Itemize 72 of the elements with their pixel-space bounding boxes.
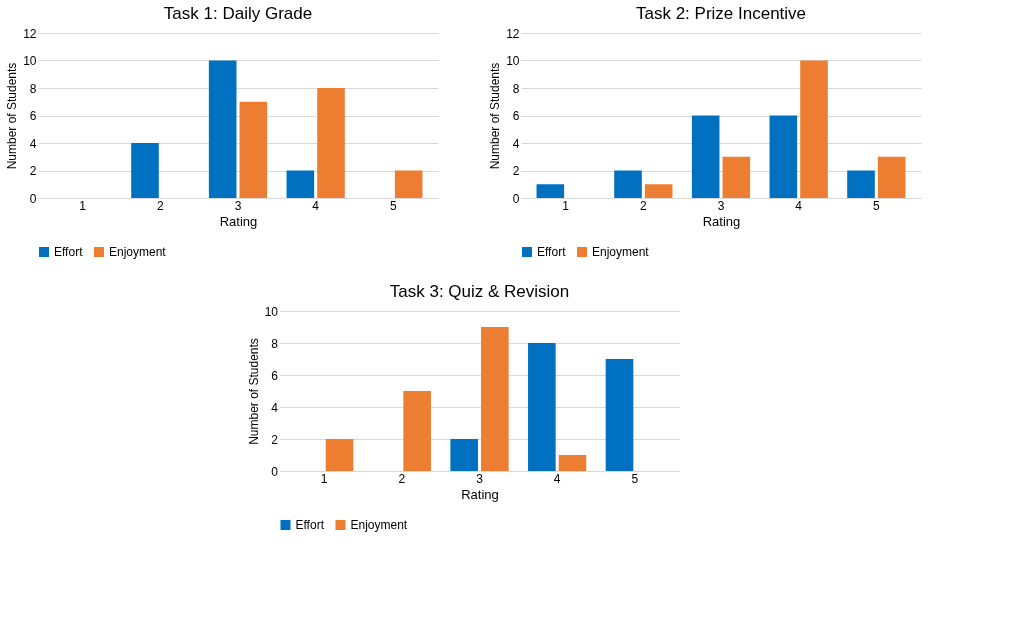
chart-title: Task 3: Quiz & Revision [389, 282, 570, 301]
bar [722, 156, 751, 198]
x-tick-label: 1 [79, 198, 87, 213]
bar [847, 170, 875, 198]
legend-label: Effort [54, 245, 84, 259]
bar [769, 115, 798, 198]
x-tick-label: 5 [631, 471, 639, 486]
y-tick-label: 6 [512, 109, 520, 123]
y-tick-label: 12 [506, 26, 520, 41]
y-tick-label: 2 [29, 164, 37, 178]
x-axis-title: Rating [461, 486, 499, 502]
y-tick-label: 4 [29, 136, 37, 151]
chart-title: Task 2: Prize Incentive [635, 4, 807, 23]
x-axis-title: Rating [702, 213, 741, 229]
legend-label: Effort [537, 245, 567, 259]
x-tick-label: 3 [234, 198, 242, 213]
legend-label: Enjoyment [592, 245, 650, 259]
bar [481, 327, 509, 471]
x-tick-label: 1 [320, 471, 328, 486]
y-tick-label: 8 [29, 81, 37, 96]
x-tick-label: 2 [156, 198, 164, 213]
y-tick-label: 6 [29, 109, 37, 123]
y-tick-label: 2 [512, 164, 520, 178]
x-tick-label: 4 [795, 198, 803, 213]
legend-label: Enjoyment [350, 518, 408, 532]
y-tick-label: 8 [512, 81, 520, 96]
y-axis-title: Number of Students [246, 338, 261, 445]
bar [800, 60, 828, 198]
bar [528, 343, 556, 471]
y-tick-label: 10 [264, 304, 279, 319]
y-tick-label: 6 [271, 368, 279, 383]
x-tick-label: 3 [476, 471, 484, 486]
y-axis-title: Number of Students [5, 62, 20, 170]
x-tick-label: 4 [553, 471, 561, 486]
bar [317, 88, 345, 198]
bar [239, 101, 268, 198]
y-tick-label: 0 [271, 464, 279, 479]
x-tick-label: 5 [873, 198, 880, 213]
bar [644, 184, 673, 198]
bar [614, 170, 642, 198]
bar [877, 156, 906, 198]
bar [286, 170, 315, 198]
x-tick-label: 2 [639, 198, 647, 213]
y-tick-label: 10 [506, 54, 520, 68]
bar [605, 359, 634, 471]
bar [325, 439, 354, 471]
legend-label: Effort [295, 518, 325, 532]
y-tick-label: 8 [271, 336, 279, 351]
bar [450, 439, 478, 471]
chart-title: Task 1: Daily Grade [163, 4, 313, 23]
y-tick-label: 4 [512, 136, 520, 151]
bar [403, 391, 431, 471]
y-tick-label: 10 [23, 54, 37, 68]
y-tick-label: 12 [23, 26, 37, 41]
bar [558, 455, 587, 471]
y-tick-label: 0 [29, 191, 37, 206]
bar [691, 115, 720, 198]
x-axis-title: Rating [219, 213, 258, 229]
bar [208, 60, 237, 198]
y-tick-label: 4 [271, 400, 279, 415]
y-tick-label: 0 [512, 191, 520, 206]
bar [394, 170, 423, 198]
x-tick-label: 5 [390, 198, 397, 213]
bar [131, 143, 159, 198]
x-tick-label: 2 [398, 471, 406, 486]
x-tick-label: 1 [562, 198, 570, 213]
legend-label: Enjoyment [109, 245, 167, 259]
y-tick-label: 2 [271, 432, 279, 447]
x-tick-label: 3 [717, 198, 725, 213]
x-tick-label: 4 [312, 198, 320, 213]
bar [536, 184, 565, 198]
y-axis-title: Number of Students [488, 62, 503, 170]
